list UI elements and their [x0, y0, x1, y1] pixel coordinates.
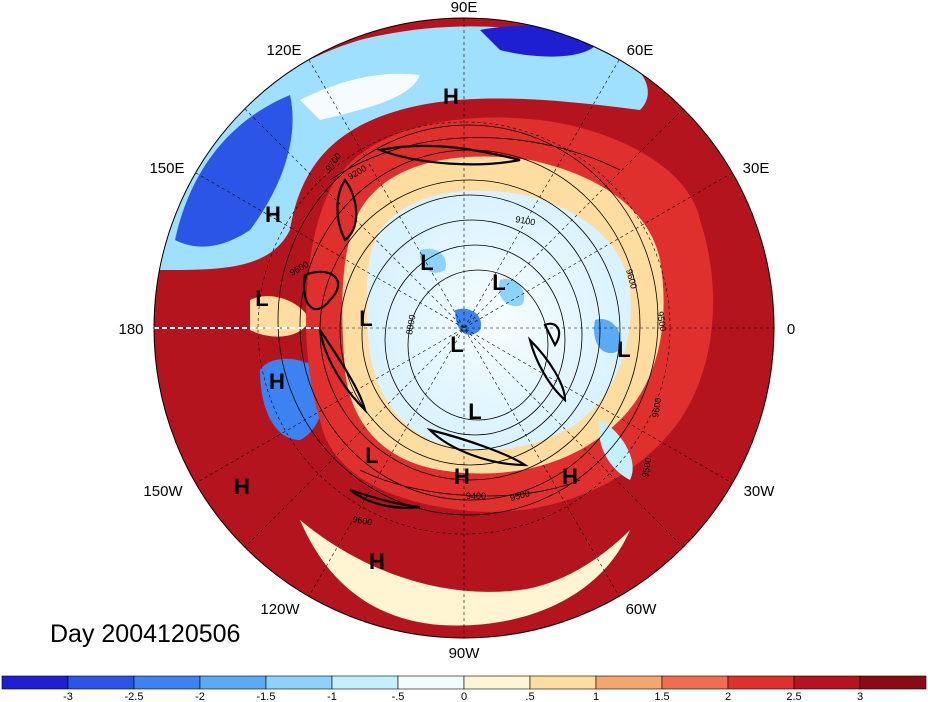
high-marker: H [454, 464, 470, 489]
colorbar-swatch [595, 675, 663, 690]
low-marker: L [492, 270, 505, 295]
contour-label: 9500 [640, 457, 653, 478]
lon-label-90e: 90E [451, 0, 478, 16]
colorbar-tick-label: -1.5 [257, 691, 276, 702]
low-marker: L [617, 337, 630, 362]
lon-label-150e: 150E [149, 160, 184, 177]
geopotential-contours [277, 124, 659, 516]
contour-label: 9600 [650, 397, 663, 418]
colorbar-tick-label: 2.5 [786, 691, 801, 702]
colorbar-tick-label: -3 [63, 691, 73, 702]
low-marker: L [255, 286, 268, 311]
colorbar-swatch [529, 675, 597, 690]
colorbar-swatch [463, 675, 531, 690]
contour-label: 9100 [515, 214, 536, 227]
lon-label-60w: 60W [626, 601, 658, 618]
lon-label-60e: 60E [627, 42, 654, 59]
colorbar-tick-label: -2.5 [125, 691, 144, 702]
high-marker: H [265, 202, 281, 227]
colorbar-tick-label: .5 [525, 691, 534, 702]
colorbar-tick-label: 3 [857, 691, 863, 702]
low-marker: L [468, 399, 481, 424]
colorbar-swatch [133, 675, 201, 690]
colorbar-swatch [793, 675, 861, 690]
low-marker: L [359, 306, 372, 331]
lon-label-30w: 30W [744, 483, 776, 500]
colorbar-tick-label: 0 [461, 691, 467, 702]
lon-label-150w: 150W [143, 483, 183, 500]
contour-label: 9500 [655, 311, 668, 332]
high-marker: H [369, 549, 385, 574]
high-marker: H [562, 464, 578, 489]
map-boundary [153, 17, 775, 639]
lon-label-90w: 90W [449, 645, 481, 662]
colorbar-tick-label: 2 [725, 691, 731, 702]
lon-label-0: 0 [787, 321, 795, 338]
low-marker: L [420, 250, 433, 275]
lon-label-180: 180 [118, 321, 143, 338]
high-marker: H [269, 369, 285, 394]
colorbar-swatch [67, 675, 135, 690]
colorbar-swatch [331, 675, 399, 690]
lon-label-120w: 120W [260, 601, 300, 618]
lon-label-30e: 30E [743, 160, 770, 177]
lon-label-120e: 120E [266, 42, 301, 59]
colorbar-tick-label: -.5 [392, 691, 405, 702]
contour-label: 9600 [352, 514, 373, 527]
contour-label: 8800 [404, 314, 417, 335]
colorbar-swatch [1, 675, 69, 690]
colorbar-swatch [397, 675, 465, 690]
colorbar-swatch [199, 675, 267, 690]
colorbar-swatch [859, 675, 927, 690]
colorbar-swatch [727, 675, 795, 690]
colorbar-tick-label: 1.5 [654, 691, 669, 702]
graticule [154, 18, 774, 638]
contour-label: 9400 [466, 491, 486, 501]
date-title: Day 2004120506 [50, 620, 241, 648]
colorbar-tick-label: -1 [327, 691, 337, 702]
high-marker: H [234, 474, 250, 499]
colorbar-swatch [265, 675, 333, 690]
colorbar-tick-label: 1 [593, 691, 599, 702]
jet-streaks [302, 144, 567, 509]
colorbar-tick-label: -2 [195, 691, 205, 702]
high-marker: H [443, 84, 459, 109]
low-marker: L [365, 443, 378, 468]
colorbar: -3 -2.5 -2 -1.5 -1 -.5 0 .5 1 1.5 2 2.5 3 [1, 675, 927, 702]
low-marker: L [450, 332, 463, 357]
colorbar-swatch [661, 675, 729, 690]
